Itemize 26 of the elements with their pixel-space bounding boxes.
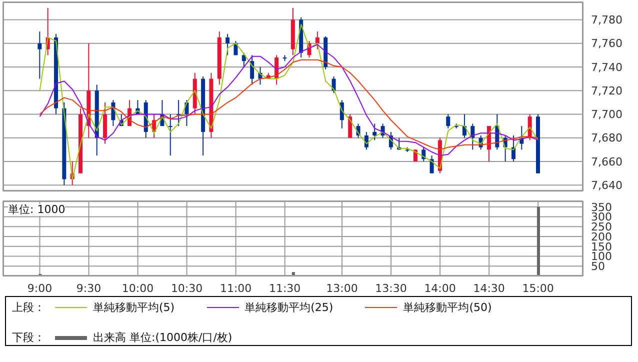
y-tick-label: 7,640 [591,179,622,192]
y-tick-label: 7,660 [591,155,622,168]
y-tick-label: 7,740 [591,60,622,74]
x-tick-label: 15:00 [522,282,554,295]
legend-label: 単純移動平均(50) [403,300,492,315]
y-tick-label: 7,760 [591,37,622,50]
x-tick-label: 11:30 [268,282,301,295]
x-tick-label: 10:00 [122,282,154,295]
legend-label: 単純移動平均(5) [93,300,175,315]
y-tick-label: 7,720 [591,84,622,98]
legend-label: 単純移動平均(25) [244,300,334,315]
y-tick-label: 7,700 [591,108,622,122]
y-tick-label: 7,780 [591,14,622,27]
x-tick-label: 13:30 [375,282,407,295]
x-tick-label: 11:00 [220,282,252,295]
x-tick-label: 14:00 [424,282,456,295]
y-tick-label: 7,680 [591,132,622,145]
legend-label: 出来高 単位:(1000株/口/枚) [93,330,232,345]
legend-title: 下段： [12,330,45,345]
annotation: 単位: 1000 [8,203,66,216]
x-tick-label: 13:00 [326,282,358,295]
x-tick-label: 9:30 [76,282,102,295]
legend-title: 上段： [12,300,45,315]
x-tick-label: 10:30 [170,282,203,295]
x-tick-label: 9:00 [27,282,52,295]
x-tick-label: 14:30 [473,282,505,295]
